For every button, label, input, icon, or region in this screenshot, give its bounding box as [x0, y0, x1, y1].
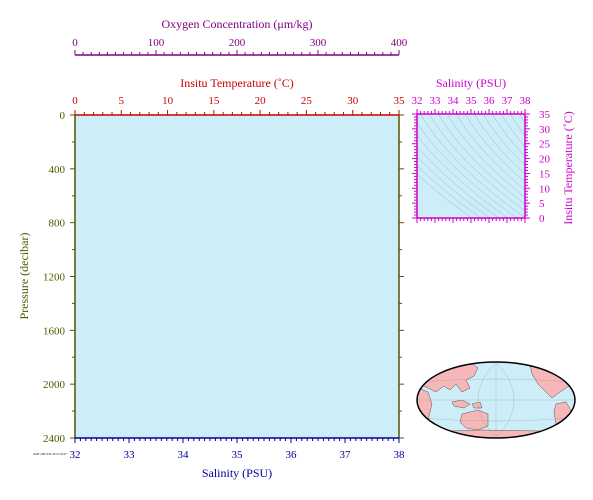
ts-salinity-tick-label: 33 [430, 95, 442, 107]
ts-salinity-axis: 32 33 34 35 36 37 38 [412, 95, 532, 223]
profile-panel: 0 100 200 300 400 Oxygen Concentration (μm/k… [17, 17, 408, 480]
ts-temperature-tick-label: 25 [539, 139, 551, 151]
temperature-tick-label: 20 [255, 95, 267, 107]
density-contour-line [429, 114, 525, 212]
pressure-tick-label: 0 [60, 110, 66, 122]
temperature-tick-label: 35 [394, 95, 406, 107]
ts-temperature-tick-label: 15 [539, 168, 551, 180]
oxygen-tick-label: 100 [148, 37, 165, 49]
ts-temperature-tick-label: 20 [539, 154, 551, 166]
temperature-tick-label: 0 [72, 95, 78, 107]
australia-landmass [459, 409, 489, 431]
asia-landmass [417, 362, 479, 393]
density-contour-line [465, 114, 525, 183]
density-contour-line [420, 114, 525, 218]
density-contour-line [501, 114, 525, 147]
ts-salinity-tick-label: 35 [466, 95, 478, 107]
salinity-tick-label: 32 [70, 449, 81, 461]
oxygen-tick-label: 300 [310, 37, 327, 49]
temperature-tick-label: 25 [301, 95, 313, 107]
salinity-axis: 32 33 34 35 36 37 38 [70, 437, 406, 461]
density-contour-line [456, 114, 525, 191]
density-contour-line [417, 135, 509, 218]
density-contour-line [417, 122, 518, 218]
ts-salinity-axis-label: Salinity (PSU) [436, 76, 506, 90]
ts-temperature-tick-label: 35 [539, 109, 551, 121]
density-contour-line [417, 146, 500, 218]
salinity-tick-label: 33 [124, 449, 136, 461]
oxygen-tick-label: 200 [229, 37, 246, 49]
oxygen-tick-label: 0 [72, 37, 78, 49]
oxygen-tick-label: 400 [391, 37, 408, 49]
ts-temperature-axis: 0 5 10 15 20 25 30 35 [412, 109, 551, 225]
salinity-tick-label: 35 [232, 449, 244, 461]
world-map-inset [416, 361, 576, 439]
ts-salinity-tick-label: 32 [412, 95, 423, 107]
temperature-axis: 0 5 10 15 20 25 30 35 [72, 95, 406, 116]
temperature-tick-label: 15 [208, 95, 220, 107]
ts-salinity-tick-label: 38 [520, 95, 532, 107]
salinity-axis-label: Salinity (PSU) [202, 466, 272, 480]
ts-salinity-tick-label: 36 [484, 95, 496, 107]
salinity-tick-label: 37 [340, 449, 352, 461]
temperature-tick-label: 10 [162, 95, 174, 107]
pressure-axis: 0 400 800 1200 1600 2000 2400 [43, 110, 404, 445]
pressure-axis-label: Pressure (decibar) [17, 233, 31, 320]
density-contours [417, 104, 593, 238]
profile-plot-area [75, 115, 399, 438]
ts-plot-area [417, 114, 525, 218]
pressure-tick-label: 1200 [43, 272, 66, 284]
density-contour-line [483, 114, 525, 166]
map-border [416, 361, 576, 439]
salinity-tick-label: 36 [286, 449, 298, 461]
ts-temperature-tick-label: 10 [539, 183, 551, 195]
pressure-tick-label: 2000 [43, 379, 66, 391]
oxygen-axis: 0 100 200 300 400 [72, 37, 408, 56]
density-contour-line [438, 114, 525, 205]
pressure-tick-label: 800 [49, 218, 66, 230]
gmt-timestamp: GMT 2007 Feb 28 15:35:07 [33, 452, 67, 456]
density-contour-line [510, 114, 525, 136]
ts-temperature-axis-label: Insitu Temperature (˚C) [561, 111, 575, 225]
ts-salinity-tick-label: 37 [502, 95, 514, 107]
density-contour-line [417, 156, 491, 218]
ts-temperature-tick-label: 5 [539, 198, 545, 210]
temperature-tick-label: 5 [119, 95, 125, 107]
density-contour-line [474, 114, 525, 175]
ts-diagram-panel: 32 33 34 35 36 37 38 Salinity (PSU) 0 5 10 15 20 25… [412, 76, 593, 238]
pressure-tick-label: 400 [49, 164, 66, 176]
density-contour-line [523, 104, 593, 238]
density-contour-line [492, 114, 525, 157]
salinity-tick-label: 38 [394, 449, 406, 461]
ts-temperature-tick-label: 0 [539, 213, 545, 225]
indonesia-islands [451, 399, 483, 409]
ts-salinity-tick-label: 34 [448, 95, 460, 107]
oxygen-axis-label: Oxygen Concentration (μm/kg) [161, 17, 312, 31]
density-contour-line [447, 114, 525, 198]
temperature-tick-label: 30 [347, 95, 359, 107]
salinity-tick-label: 34 [178, 449, 190, 461]
pressure-tick-label: 2400 [43, 433, 66, 445]
density-contour-line [417, 165, 482, 218]
density-contour-line [519, 114, 525, 124]
ts-temperature-tick-label: 30 [539, 124, 551, 136]
pressure-tick-label: 1600 [43, 325, 66, 337]
temperature-axis-label: Insitu Temperature (˚C) [180, 76, 294, 90]
